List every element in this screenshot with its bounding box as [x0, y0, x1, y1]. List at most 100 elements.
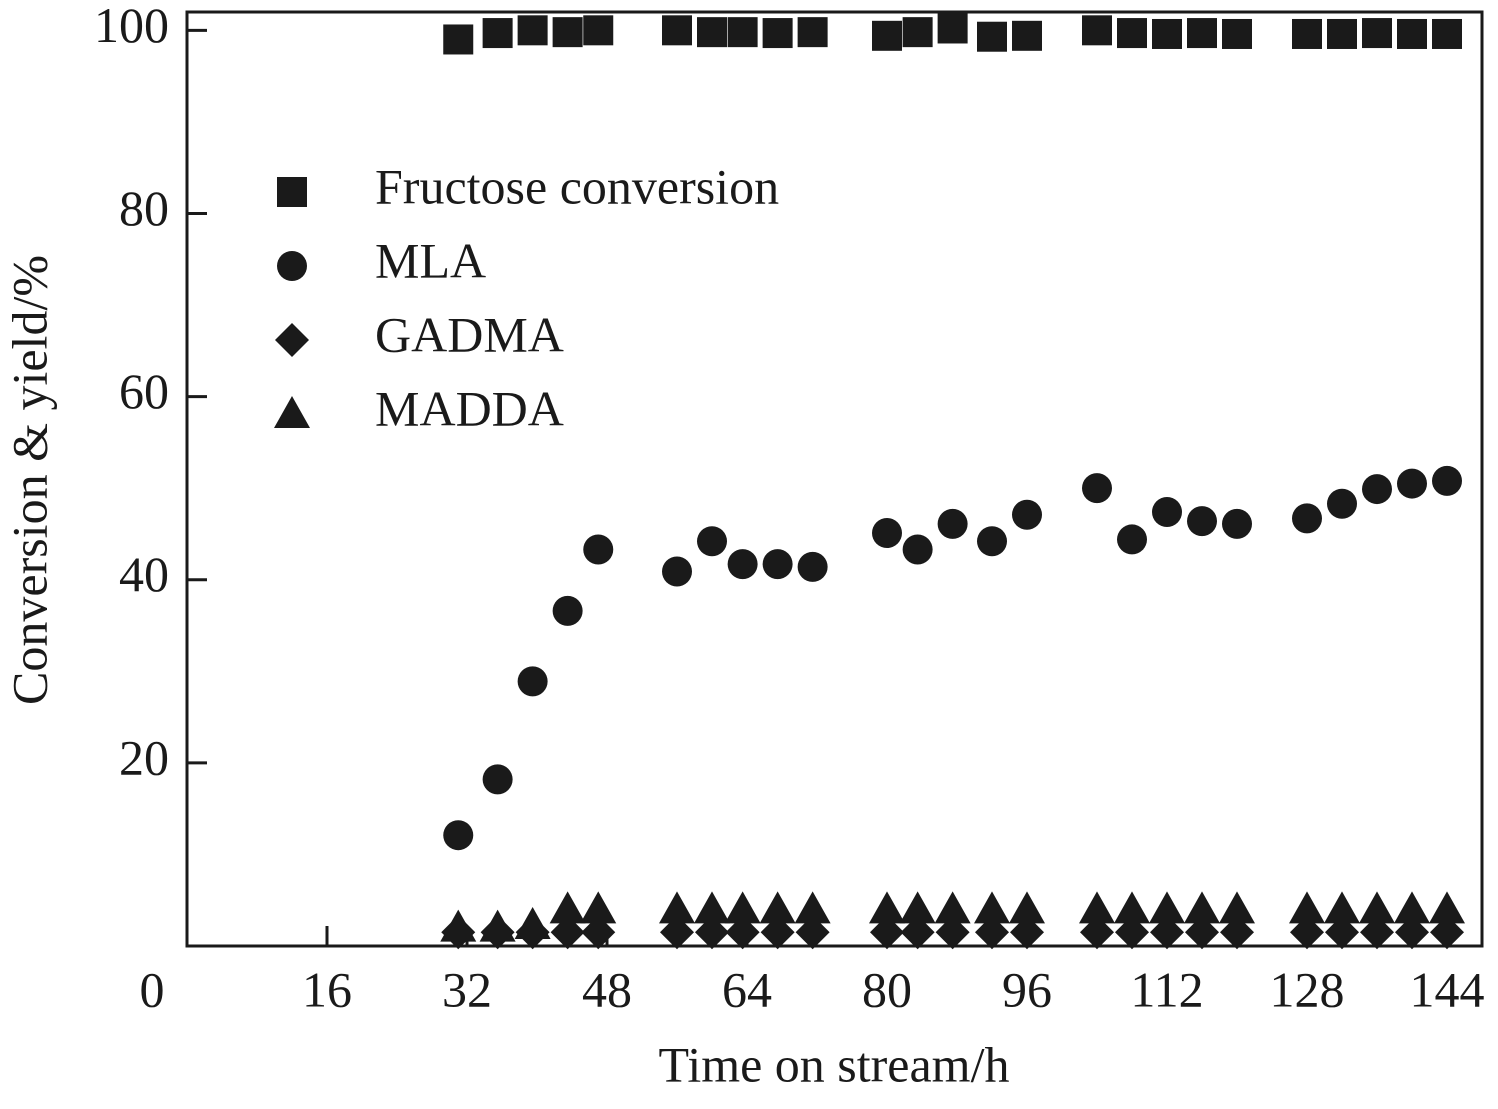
- marker: [797, 551, 828, 582]
- marker: [1430, 915, 1464, 950]
- marker: [1327, 18, 1357, 49]
- marker: [552, 17, 583, 48]
- marker: [1079, 891, 1115, 924]
- marker: [1187, 18, 1217, 49]
- marker: [1325, 915, 1359, 950]
- marker: [899, 891, 936, 924]
- marker: [1394, 891, 1430, 924]
- marker: [1290, 915, 1324, 950]
- marker: [935, 915, 970, 950]
- marker: [902, 17, 933, 48]
- x-tick-label: 112: [1130, 961, 1203, 1017]
- marker: [1117, 18, 1147, 49]
- marker: [694, 891, 730, 924]
- marker: [1149, 891, 1185, 924]
- marker: [1429, 891, 1465, 924]
- legend-marker: [277, 177, 307, 207]
- marker: [977, 526, 1007, 557]
- marker: [975, 915, 1009, 950]
- marker: [1397, 18, 1427, 49]
- marker: [872, 20, 902, 51]
- marker: [1080, 915, 1114, 950]
- marker: [1009, 891, 1045, 924]
- marker: [583, 534, 614, 565]
- marker: [762, 18, 793, 49]
- marker: [1010, 915, 1044, 950]
- y-tick-label: 20: [119, 729, 169, 785]
- x-tick-label: 64: [722, 961, 772, 1017]
- marker: [1012, 499, 1042, 530]
- marker: [869, 891, 905, 924]
- marker: [517, 15, 548, 46]
- marker: [1360, 915, 1394, 950]
- marker: [1432, 18, 1462, 49]
- marker: [697, 526, 727, 557]
- marker: [1082, 15, 1112, 46]
- marker: [727, 17, 758, 48]
- legend-label: GADMA: [375, 306, 564, 362]
- marker: [583, 15, 614, 46]
- marker: [660, 915, 694, 950]
- legend-marker: [275, 323, 309, 357]
- marker: [549, 891, 586, 924]
- marker: [974, 891, 1010, 924]
- plot-frame: [185, 10, 1484, 948]
- marker: [1150, 915, 1184, 950]
- marker: [1327, 488, 1357, 519]
- marker: [695, 915, 729, 950]
- marker: [1395, 915, 1429, 950]
- marker: [900, 915, 935, 950]
- marker: [1185, 915, 1219, 950]
- marker: [1117, 524, 1147, 555]
- marker: [872, 518, 902, 549]
- marker: [580, 891, 617, 924]
- marker: [659, 891, 695, 924]
- x-tick-label: 0: [140, 961, 165, 1017]
- marker: [1152, 18, 1182, 49]
- marker: [479, 909, 516, 942]
- marker: [1082, 473, 1112, 504]
- marker: [1292, 18, 1322, 49]
- marker: [794, 891, 831, 924]
- x-tick-label: 96: [1002, 961, 1052, 1017]
- marker: [1187, 506, 1217, 537]
- marker: [725, 915, 760, 950]
- marker: [514, 906, 551, 939]
- marker: [443, 820, 474, 851]
- legend-marker: [277, 251, 307, 281]
- marker: [1012, 20, 1042, 51]
- y-tick-label: 80: [119, 180, 169, 236]
- marker: [797, 17, 828, 48]
- marker: [1222, 508, 1252, 539]
- marker: [443, 24, 474, 55]
- marker: [937, 508, 968, 539]
- marker: [482, 764, 513, 795]
- marker: [934, 891, 971, 924]
- marker: [977, 21, 1007, 52]
- legend-label: MADDA: [375, 380, 564, 436]
- x-tick-label: 80: [862, 961, 912, 1017]
- marker: [759, 891, 796, 924]
- marker: [1397, 468, 1427, 499]
- marker: [1114, 891, 1150, 924]
- marker: [517, 666, 548, 697]
- marker: [795, 915, 830, 950]
- y-tick-label: 60: [119, 363, 169, 419]
- marker: [1324, 891, 1360, 924]
- legend-label: Fructose conversion: [375, 158, 779, 214]
- marker: [1432, 465, 1462, 496]
- x-tick-label: 128: [1270, 961, 1345, 1017]
- marker: [1184, 891, 1220, 924]
- legend-marker: [274, 396, 310, 428]
- marker: [870, 915, 904, 950]
- marker: [1220, 915, 1254, 950]
- x-tick-label: 32: [442, 961, 492, 1017]
- marker: [762, 549, 793, 580]
- y-tick-label: 100: [94, 0, 169, 53]
- y-axis-label: Conversion & yield/%: [1, 255, 57, 705]
- marker: [662, 15, 692, 46]
- marker: [662, 556, 692, 587]
- marker: [482, 18, 513, 49]
- marker: [1152, 496, 1182, 527]
